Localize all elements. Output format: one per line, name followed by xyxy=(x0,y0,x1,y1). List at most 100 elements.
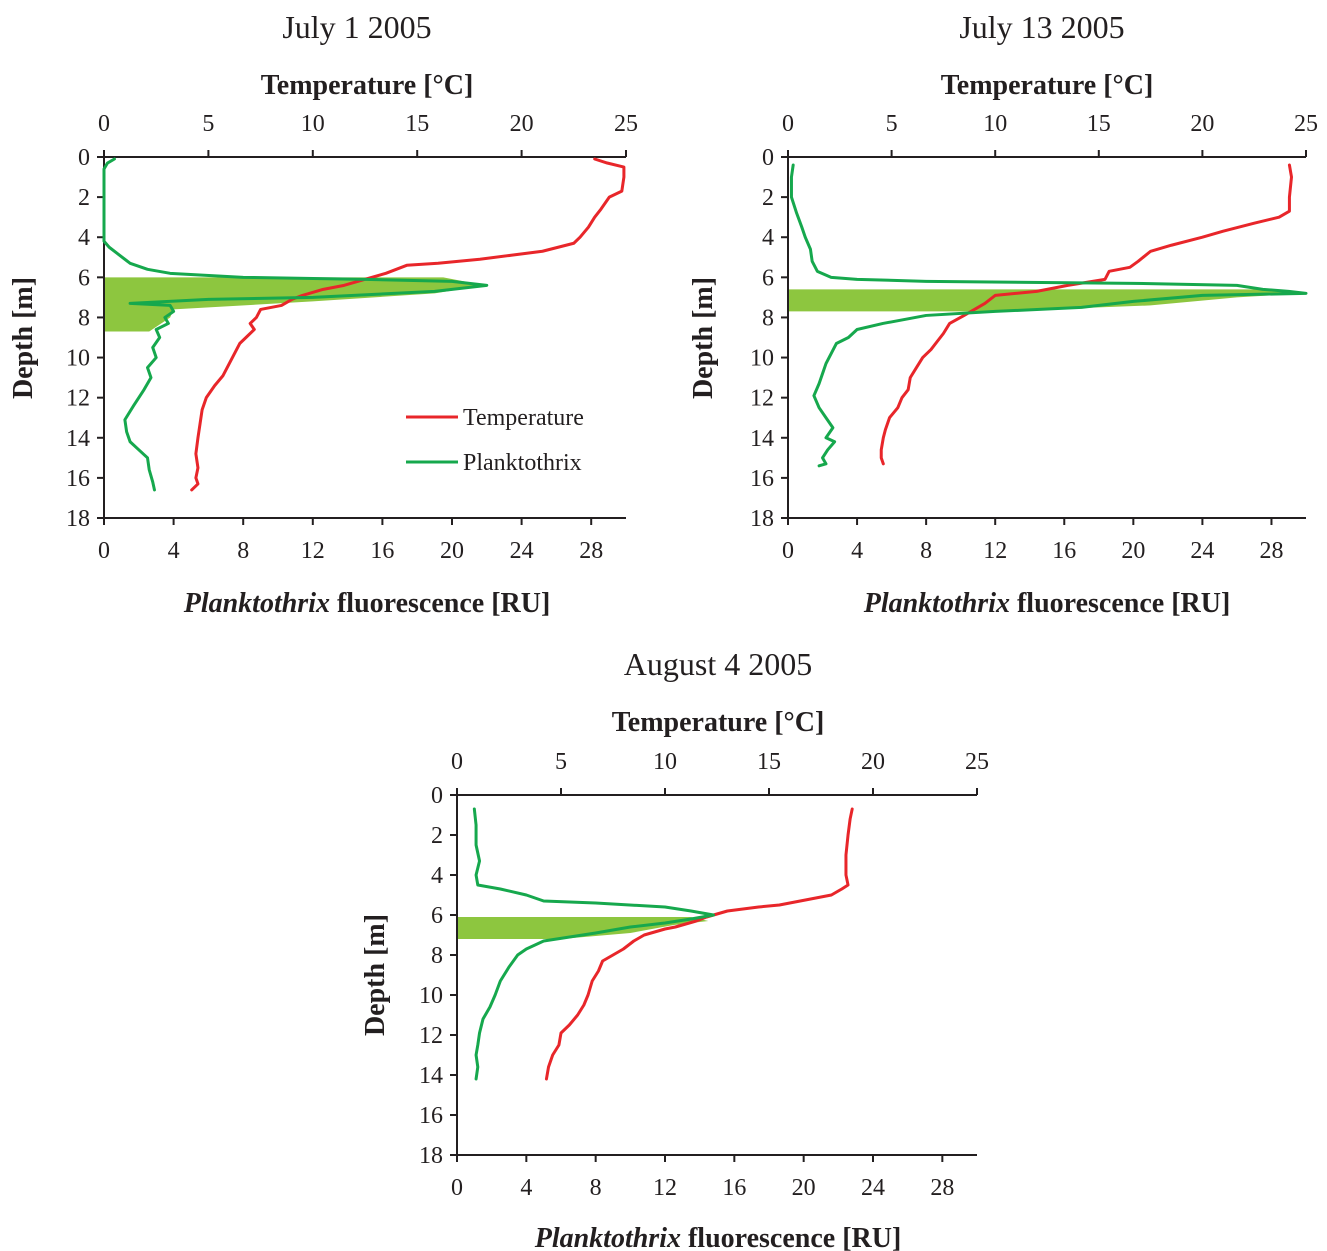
y-tick-label: 6 xyxy=(762,265,774,291)
bottom-tick-label: 24 xyxy=(510,538,534,564)
top-tick-label: 25 xyxy=(1294,111,1318,137)
y-tick-label: 12 xyxy=(419,1023,443,1049)
bottom-tick-label: 4 xyxy=(520,1175,532,1201)
y-tick-label: 14 xyxy=(66,426,90,452)
planktothrix-line xyxy=(472,807,716,1081)
y-tick-label: 0 xyxy=(431,783,443,809)
bottom-tick-label: 16 xyxy=(1052,538,1076,564)
top-tick-label: 20 xyxy=(861,749,885,775)
top-tick-label: 5 xyxy=(555,749,567,775)
y-axis-label: Depth [m] xyxy=(360,914,391,1036)
bottom-tick-label: 4 xyxy=(851,538,863,564)
panel-august-4: August 4 2005 Temperature [°C] Planktoth… xyxy=(360,646,989,1251)
bottom-tick-label: 8 xyxy=(920,538,932,564)
top-tick-label: 5 xyxy=(202,111,214,137)
y-tick-label: 10 xyxy=(419,983,443,1009)
legend: Temperature Planktothrix xyxy=(406,405,584,476)
y-tick-label: 2 xyxy=(762,185,774,211)
y-tick-label: 12 xyxy=(750,386,774,412)
top-tick-label: 5 xyxy=(886,111,898,137)
bottom-axis-label: Planktothrix fluorescence [RU] xyxy=(863,588,1231,619)
y-tick-label: 6 xyxy=(78,265,90,291)
bottom-tick-label: 8 xyxy=(237,538,249,564)
panel-july-1: July 1 2005 Temperature [°C] Planktothri… xyxy=(8,9,638,619)
panel-july-13: July 13 2005 Temperature [°C] Planktothr… xyxy=(688,9,1318,619)
top-tick-label: 10 xyxy=(301,111,325,137)
bottom-tick-label: 20 xyxy=(1121,538,1145,564)
y-tick-label: 4 xyxy=(78,225,90,251)
y-tick-label: 14 xyxy=(419,1063,443,1089)
temperature-line xyxy=(190,157,626,492)
y-axis-label: Depth [m] xyxy=(688,277,719,399)
bottom-tick-label: 28 xyxy=(930,1175,954,1201)
bottom-axis-label-italic: Planktothrix xyxy=(183,588,330,619)
top-tick-label: 0 xyxy=(782,111,794,137)
chart-title: August 4 2005 xyxy=(624,646,812,682)
bottom-tick-label: 0 xyxy=(782,538,794,564)
top-axis-label: Temperature [°C] xyxy=(261,70,474,101)
y-tick-label: 18 xyxy=(66,506,90,532)
bottom-tick-label: 16 xyxy=(722,1175,746,1201)
bottom-tick-label: 16 xyxy=(370,538,394,564)
top-tick-label: 15 xyxy=(405,111,429,137)
bottom-axis-label-rest: fluorescence [RU] xyxy=(1010,588,1230,619)
top-tick-label: 0 xyxy=(98,111,110,137)
bottom-tick-label: 20 xyxy=(792,1175,816,1201)
bottom-tick-label: 8 xyxy=(590,1175,602,1201)
chart-title: July 1 2005 xyxy=(282,9,431,45)
peak-band xyxy=(104,277,486,332)
bottom-tick-label: 28 xyxy=(1259,538,1283,564)
peak-band xyxy=(457,917,709,939)
top-tick-label: 25 xyxy=(965,749,989,775)
bottom-axis-label: Planktothrix fluorescence [RU] xyxy=(183,588,551,619)
y-tick-label: 16 xyxy=(750,466,774,492)
y-tick-label: 4 xyxy=(762,225,774,251)
y-tick-label: 18 xyxy=(419,1143,443,1169)
y-tick-label: 8 xyxy=(431,943,443,969)
bottom-tick-label: 12 xyxy=(653,1175,677,1201)
bottom-axis-label: Planktothrix fluorescence [RU] xyxy=(534,1223,902,1251)
bottom-tick-label: 12 xyxy=(301,538,325,564)
bottom-tick-label: 12 xyxy=(983,538,1007,564)
y-tick-label: 10 xyxy=(66,346,90,372)
y-tick-label: 8 xyxy=(762,305,774,331)
y-tick-label: 0 xyxy=(78,145,90,171)
y-tick-label: 6 xyxy=(431,903,443,929)
top-tick-label: 10 xyxy=(653,749,677,775)
top-tick-label: 25 xyxy=(614,111,638,137)
legend-planktothrix-label: Planktothrix xyxy=(463,450,582,476)
bottom-tick-label: 0 xyxy=(98,538,110,564)
top-tick-label: 20 xyxy=(1190,111,1214,137)
bottom-axis-label-italic: Planktothrix xyxy=(863,588,1010,619)
top-tick-label: 10 xyxy=(983,111,1007,137)
y-tick-label: 2 xyxy=(431,823,443,849)
legend-temperature-label: Temperature xyxy=(463,405,584,431)
y-tick-label: 18 xyxy=(750,506,774,532)
y-tick-label: 4 xyxy=(431,863,443,889)
y-tick-label: 16 xyxy=(419,1103,443,1129)
chart-title: July 13 2005 xyxy=(959,9,1124,45)
planktothrix-line xyxy=(789,163,1308,468)
y-tick-label: 14 xyxy=(750,426,774,452)
bottom-tick-label: 28 xyxy=(579,538,603,564)
y-tick-label: 10 xyxy=(750,346,774,372)
y-axis-label: Depth [m] xyxy=(8,277,39,399)
bottom-axis-label-rest: fluorescence [RU] xyxy=(330,588,550,619)
bottom-tick-label: 4 xyxy=(168,538,180,564)
y-tick-label: 0 xyxy=(762,145,774,171)
y-tick-label: 12 xyxy=(66,386,90,412)
bottom-axis-label-italic: Planktothrix xyxy=(534,1223,681,1251)
planktothrix-line xyxy=(102,157,489,492)
bottom-tick-label: 24 xyxy=(861,1175,885,1201)
top-tick-label: 20 xyxy=(510,111,534,137)
y-tick-label: 16 xyxy=(66,466,90,492)
top-tick-label: 0 xyxy=(451,749,463,775)
peak-band xyxy=(788,289,1306,312)
top-tick-label: 15 xyxy=(1087,111,1111,137)
temperature-line xyxy=(544,807,854,1081)
temperature-line xyxy=(879,163,1293,466)
bottom-tick-label: 20 xyxy=(440,538,464,564)
